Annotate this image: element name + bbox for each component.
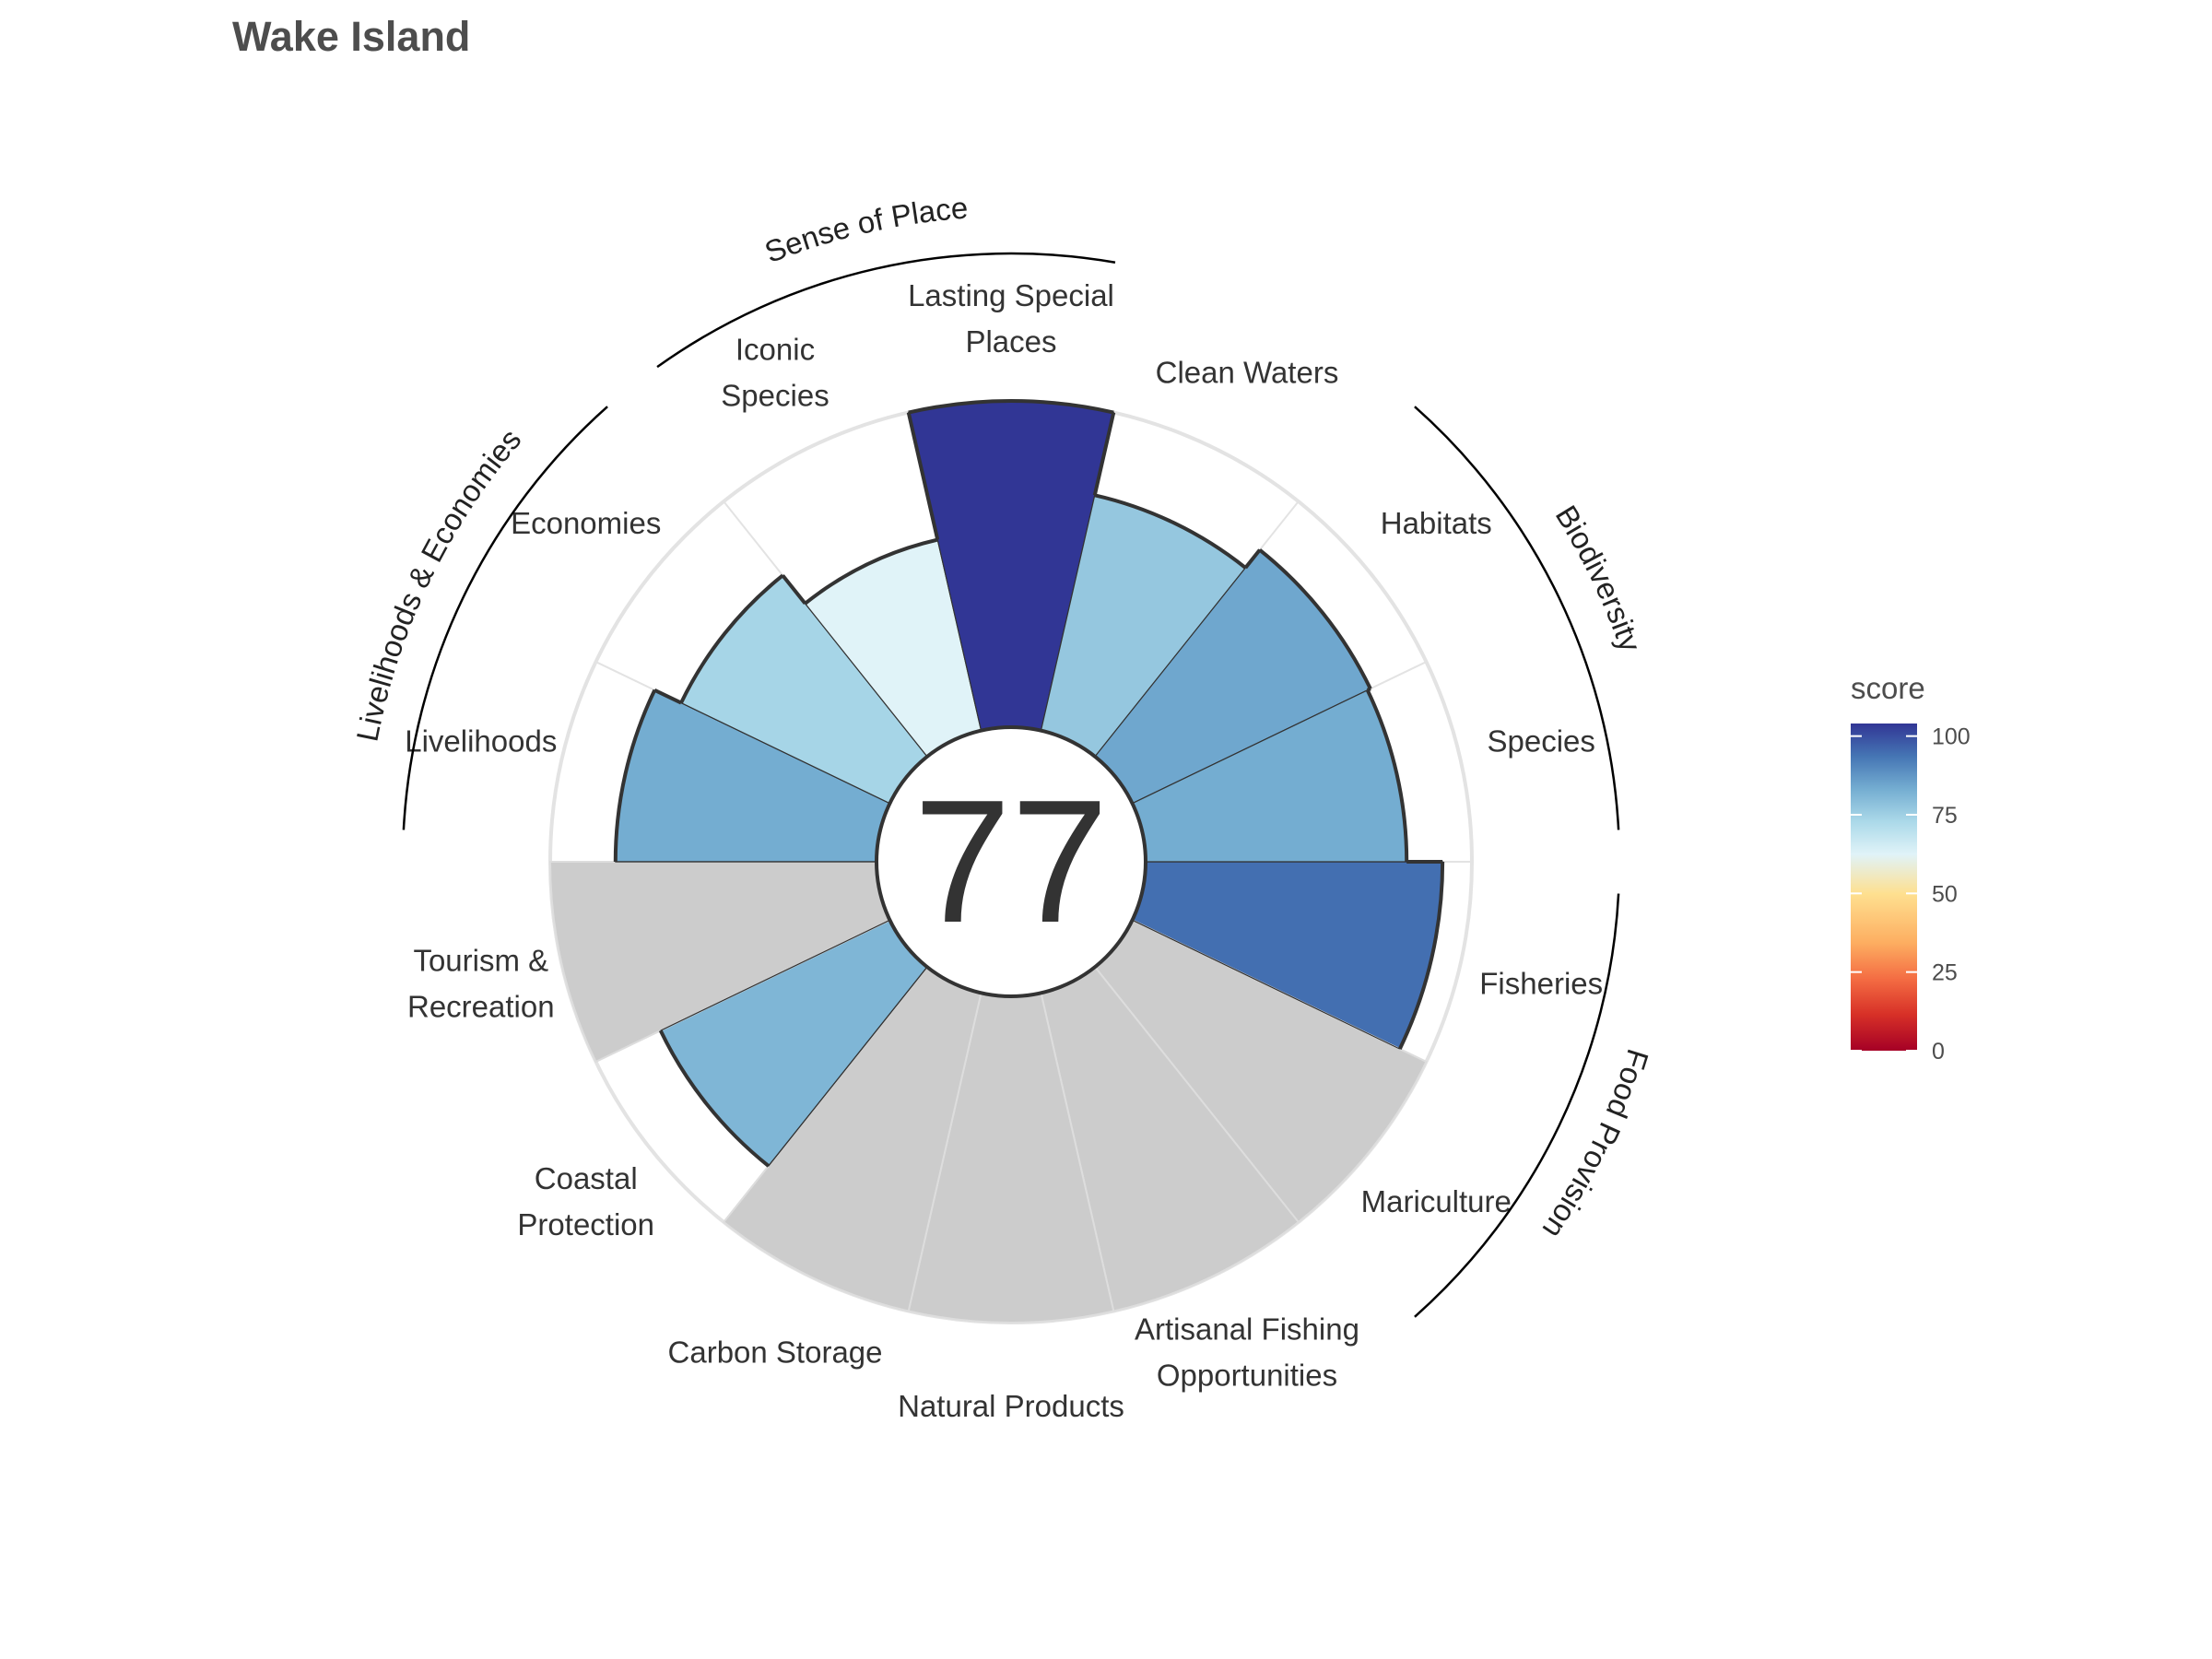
petal-label-mariculture: Mariculture bbox=[1361, 1184, 1512, 1218]
petal-label-fisheries: Fisheries bbox=[1479, 966, 1603, 1000]
score-legend: score 0 25 50 75 100 bbox=[1851, 671, 1971, 1065]
group-arc-biodiversity bbox=[1414, 406, 1620, 830]
petal-label-artisanal-fishing-opportunities: Artisanal Fishing Opportunities bbox=[1135, 1312, 1359, 1393]
petal-outline-coastal-protection bbox=[658, 1030, 771, 1168]
petal-outline-iconic-species bbox=[804, 537, 938, 606]
petal-outline-fisheries bbox=[1397, 861, 1445, 1050]
petal-edge bbox=[768, 966, 928, 1167]
petal-outline-livelihoods bbox=[613, 688, 657, 863]
legend-tick-0: 0 bbox=[1932, 1039, 1945, 1065]
petal-outline-lasting-special-places bbox=[908, 399, 1114, 415]
petal-outline-habitats bbox=[1258, 548, 1372, 690]
petal-label-carbon-storage: Carbon Storage bbox=[668, 1335, 883, 1370]
chart-title: Wake Island bbox=[232, 13, 470, 60]
petal-outline-species bbox=[1365, 688, 1409, 863]
petal-labels: Fisheries Mariculture Artisanal Fishing Opp… bbox=[405, 278, 1603, 1423]
center-circle bbox=[875, 725, 1147, 998]
petal-step-outline bbox=[906, 412, 940, 541]
group-label-livelihoods-and-economies: Livelihoods & Economies bbox=[350, 422, 528, 744]
legend-tick-50: 50 bbox=[1932, 881, 1958, 907]
petal-outline-economies bbox=[679, 573, 784, 704]
group-label-biodiversity: Biodiversity bbox=[1549, 500, 1648, 656]
petal-step-outline bbox=[653, 688, 682, 705]
petal-label-iconic-species: Iconic Species bbox=[721, 332, 829, 412]
petal-label-tourism-and-recreation: Tourism & Recreation bbox=[407, 943, 555, 1023]
petal-edge bbox=[1132, 919, 1401, 1050]
petal-bars bbox=[548, 399, 1445, 1324]
petal-step-outline bbox=[781, 574, 807, 606]
group-arc-sense-of-place bbox=[656, 252, 1116, 369]
petal-step-outline bbox=[1366, 687, 1371, 692]
petal-label-lasting-special-places: Lasting Special Places bbox=[908, 278, 1114, 359]
petal-label-habitats: Habitats bbox=[1381, 506, 1492, 540]
petal-label-species: Species bbox=[1488, 724, 1595, 759]
petal-label-economies: Economies bbox=[511, 506, 661, 540]
petal-edge bbox=[660, 919, 890, 1031]
legend-tick-75: 75 bbox=[1932, 803, 1958, 829]
legend-ticks: 0 25 50 75 100 bbox=[1851, 724, 1971, 1065]
group-arc-food-provision bbox=[1414, 893, 1620, 1318]
group-arc-livelihoods-and-economies bbox=[402, 406, 608, 830]
center-score: 77 bbox=[913, 764, 1108, 959]
petal-step-outline bbox=[1092, 412, 1116, 496]
legend-title: score bbox=[1851, 671, 1925, 705]
petal-label-natural-products: Natural Products bbox=[898, 1389, 1124, 1423]
legend-tick-100: 100 bbox=[1932, 724, 1971, 750]
group-label-food-provision: Food Provision bbox=[1536, 1045, 1656, 1244]
legend-colorbar bbox=[1851, 724, 1917, 1051]
petal-label-clean-waters: Clean Waters bbox=[1156, 355, 1339, 389]
petal-outline-clean-waters bbox=[1094, 493, 1247, 570]
petal-label-livelihoods: Livelihoods bbox=[405, 724, 557, 759]
petal-label-coastal-protection: Coastal Protection bbox=[517, 1161, 654, 1241]
legend-tick-25: 25 bbox=[1932, 960, 1958, 986]
petal-step-outline bbox=[1243, 548, 1262, 570]
